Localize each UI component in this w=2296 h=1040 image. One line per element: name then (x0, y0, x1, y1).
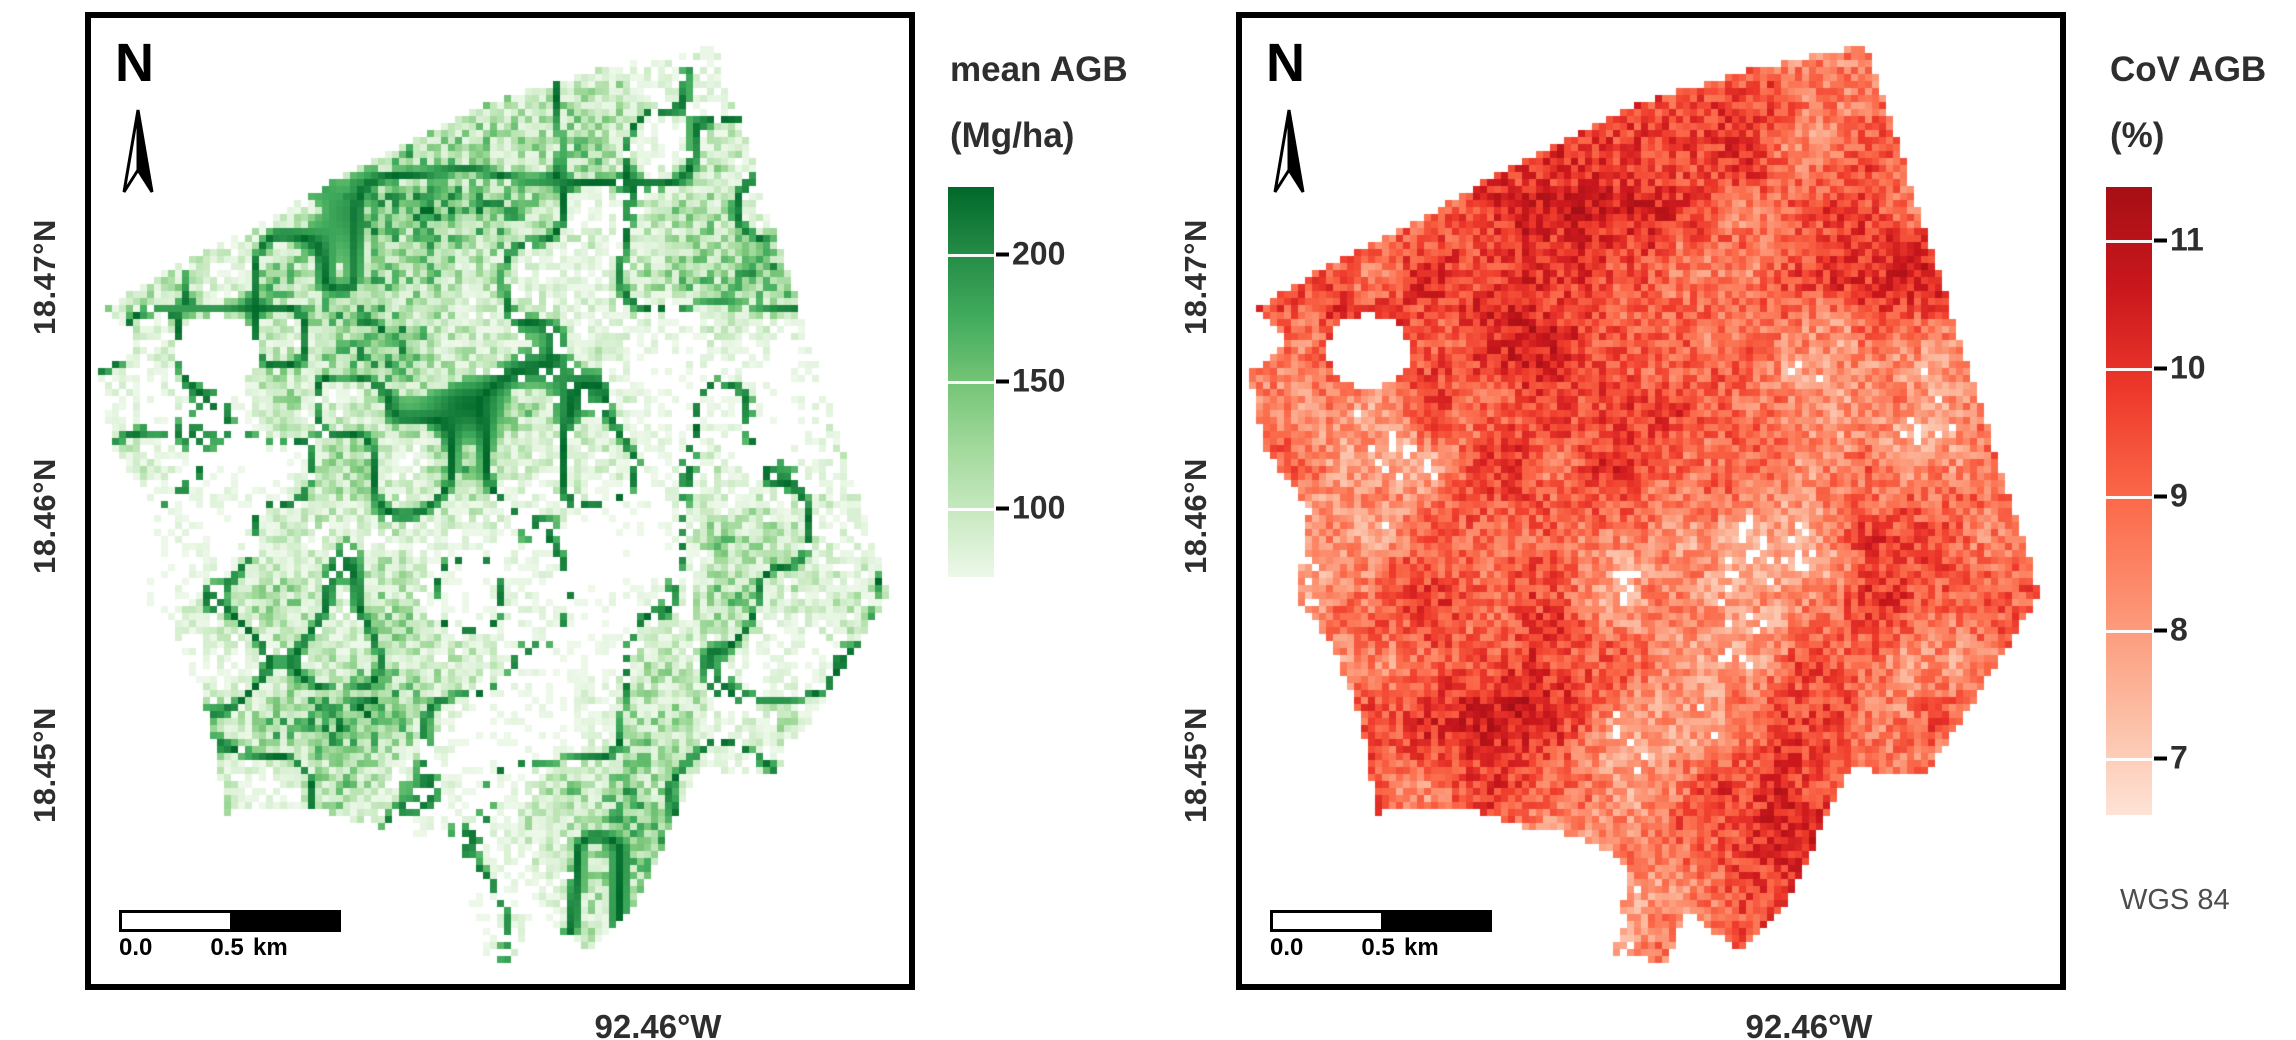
tick-label: 10 (2170, 349, 2206, 386)
legend-tick-9: 9 (2154, 478, 2188, 515)
legend-tick-8: 8 (2154, 612, 2188, 649)
legend-units-mean-agb: (Mg/ha) (950, 116, 1075, 155)
tick-mark (2154, 756, 2167, 760)
scale-bar-rule (1270, 910, 1492, 932)
map-frame-cov-agb: N 0.0 0.5 km (1236, 12, 2066, 990)
raster-mean-agb (91, 18, 909, 984)
tick-mark (996, 252, 1009, 256)
legend-tick-11: 11 (2154, 222, 2204, 259)
tick-label: 200 (1012, 235, 1066, 272)
tick-label: 11 (2170, 221, 2204, 258)
north-label: N (115, 33, 154, 93)
scale-bar-segment-black (230, 913, 338, 929)
tick-mark (2154, 366, 2167, 370)
tick-label: 9 (2170, 477, 2188, 514)
colorbar-tickline (948, 508, 994, 511)
scale-bar-unit: km (253, 934, 288, 961)
scale-bar-labels: 0.0 0.5 km (1270, 934, 1510, 961)
legend-tick-200: 200 (996, 236, 1065, 273)
scale-bar-labels: 0.0 0.5 km (119, 934, 359, 961)
lon-tick: 92.46°W (594, 1008, 722, 1040)
tick-label: 7 (2170, 739, 2188, 776)
colorbar-tickline (948, 254, 994, 257)
scale-bar-rule (119, 910, 341, 932)
tick-mark (2154, 494, 2167, 498)
lat-tick-18-46: 18.46°N (1178, 458, 1213, 574)
colorbar-tickline (2106, 240, 2152, 243)
legend-tick-100: 100 (996, 490, 1065, 527)
colorbar-tickline (2106, 496, 2152, 499)
colorbar-tickline (2106, 758, 2152, 761)
colorbar-tickline (948, 381, 994, 384)
tick-label: 8 (2170, 611, 2188, 648)
legend-colorbar-cov-agb (2106, 187, 2152, 815)
tick-label: 150 (1012, 362, 1066, 399)
map-frame-mean-agb: N 0.0 0.5 km (85, 12, 915, 990)
north-arrow-icon (1273, 109, 1305, 193)
scale-bar-segment-white (1273, 913, 1381, 929)
north-arrow-icon (122, 109, 154, 193)
scale-bar: 0.0 0.5 km (119, 910, 359, 962)
crs-label: WGS 84 (2120, 884, 2230, 916)
tick-label: 100 (1012, 489, 1066, 526)
legend-tick-10: 10 (2154, 350, 2206, 387)
scale-bar-half: 0.5 (1361, 934, 1395, 961)
tick-mark (996, 506, 1009, 510)
colorbar-tickline (2106, 630, 2152, 633)
legend-title-cov-agb: CoV AGB (2110, 50, 2267, 89)
scale-bar-segment-white (122, 913, 230, 929)
scale-bar-unit: km (1404, 934, 1439, 961)
tick-mark (2154, 628, 2167, 632)
legend-colorbar-mean-agb (948, 187, 994, 577)
tick-mark (996, 379, 1009, 383)
lat-tick-18-47: 18.47°N (27, 219, 62, 335)
lat-tick-18-46: 18.46°N (27, 458, 62, 574)
lat-tick-18-45: 18.45°N (1178, 707, 1213, 823)
scale-bar: 0.0 0.5 km (1270, 910, 1510, 962)
scale-bar-half: 0.5 (210, 934, 244, 961)
legend-units-cov-agb: (%) (2110, 116, 2165, 155)
legend-tick-7: 7 (2154, 740, 2188, 777)
legend-tick-150: 150 (996, 363, 1065, 400)
scale-bar-zero: 0.0 (1270, 934, 1304, 961)
raster-cov-agb (1242, 18, 2060, 984)
colorbar-tickline (2106, 368, 2152, 371)
scale-bar-zero: 0.0 (119, 934, 153, 961)
lat-tick-18-47: 18.47°N (1178, 219, 1213, 335)
lat-tick-18-45: 18.45°N (27, 707, 62, 823)
lon-tick: 92.46°W (1745, 1008, 1873, 1040)
north-label: N (1266, 33, 1305, 93)
legend-title-mean-agb: mean AGB (950, 50, 1128, 89)
tick-mark (2154, 238, 2167, 242)
scale-bar-segment-black (1381, 913, 1489, 929)
